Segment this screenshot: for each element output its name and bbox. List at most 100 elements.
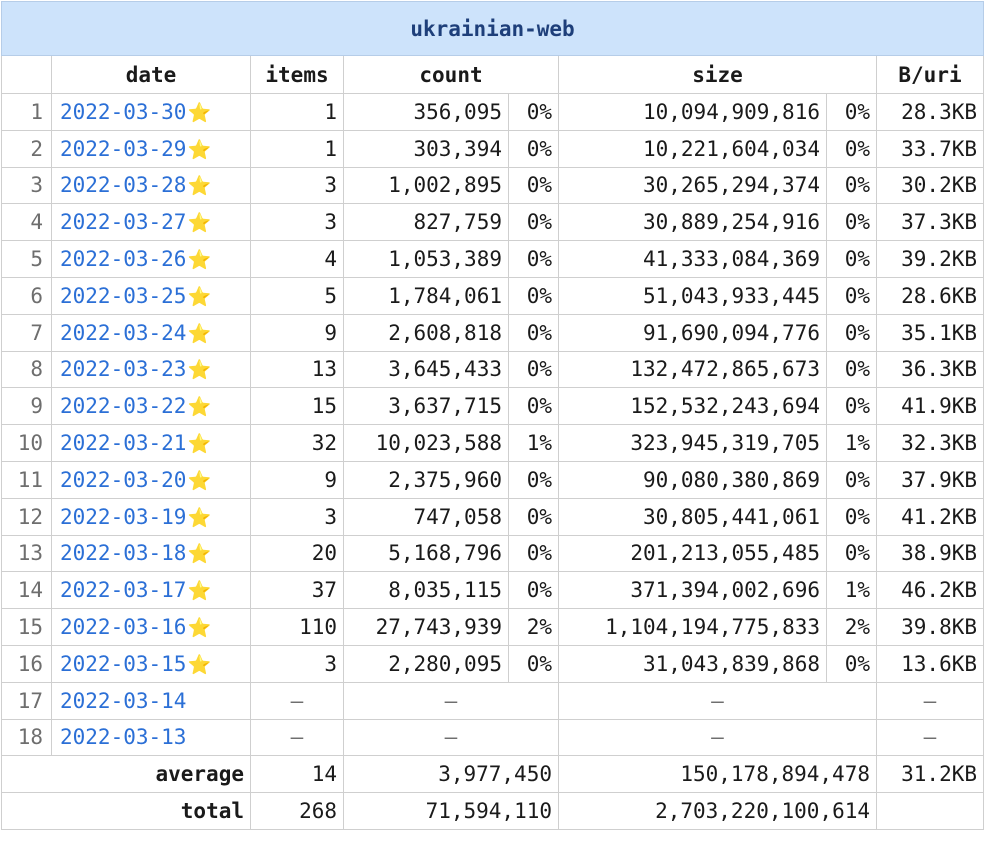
star-icon: ⭐ (187, 506, 212, 529)
row-bytes-per-uri: 13.6KB (876, 644, 984, 683)
date-link[interactable]: 2022-03-29 (60, 136, 187, 161)
column-header-count: count (343, 55, 559, 94)
row-size: 10,094,909,816 (558, 93, 827, 131)
column-header-size: size (558, 55, 877, 94)
row-items-empty: – (250, 681, 344, 720)
row-items: 110 (250, 608, 344, 646)
star-icon: ⭐ (187, 285, 212, 308)
column-header-date: date (51, 55, 251, 94)
date-link[interactable]: 2022-03-17 (60, 578, 187, 603)
row-count-percent: 0% (508, 276, 559, 315)
row-count: 3,637,715 (343, 387, 509, 426)
row-bytes-per-uri: 46.2KB (876, 571, 984, 610)
row-bytes-per-uri: 35.1KB (876, 313, 984, 352)
row-index: 15 (1, 608, 52, 646)
row-count: 10,023,588 (343, 424, 509, 462)
row-bytes-per-uri: 30.2KB (876, 166, 984, 205)
column-header-bytes-per-uri: B/uri (876, 55, 984, 94)
table-row: 1 2022-03-30⭐ 1 356,095 0% 10,094,909,816 0% 28… (1, 93, 984, 131)
total-size: 2,703,220,100,614 (558, 792, 877, 830)
row-items: 1 (250, 129, 344, 168)
row-size: 30,265,294,374 (558, 166, 827, 205)
row-size-percent: 0% (826, 350, 877, 389)
date-link[interactable]: 2022-03-15 (60, 651, 187, 676)
row-count-percent: 0% (508, 387, 559, 426)
row-bytes-per-uri: 33.7KB (876, 129, 984, 168)
row-items: 15 (250, 387, 344, 426)
row-items: 9 (250, 313, 344, 352)
row-date-cell: 2022-03-29⭐ (51, 129, 251, 168)
table-row: 14 2022-03-17⭐ 37 8,035,115 0% 371,394,002,69… (1, 571, 984, 610)
row-size-empty: – (558, 681, 877, 720)
table-row: 10 2022-03-21⭐ 32 10,023,588 1% 323,945,319,7… (1, 424, 984, 462)
table-body: 1 2022-03-30⭐ 1 356,095 0% 10,094,909,816 0% 28… (1, 93, 984, 757)
row-count-percent: 0% (508, 240, 559, 278)
row-bytes-per-uri: 32.3KB (876, 424, 984, 462)
date-link[interactable]: 2022-03-25 (60, 283, 187, 308)
row-bytes-per-uri-empty: – (876, 718, 984, 757)
row-count: 2,608,818 (343, 313, 509, 352)
star-icon: ⭐ (187, 543, 212, 566)
star-icon: ⭐ (187, 396, 212, 419)
row-count-percent: 0% (508, 203, 559, 242)
total-items: 268 (250, 792, 344, 830)
row-count: 2,280,095 (343, 644, 509, 683)
date-link[interactable]: 2022-03-22 (60, 394, 187, 419)
row-count: 5,168,796 (343, 534, 509, 573)
row-index: 2 (1, 129, 52, 168)
row-index: 16 (1, 644, 52, 683)
date-link[interactable]: 2022-03-21 (60, 431, 187, 456)
row-date-cell: 2022-03-14 (51, 681, 251, 720)
date-link[interactable]: 2022-03-19 (60, 504, 187, 529)
row-size-percent: 0% (826, 129, 877, 168)
average-count: 3,977,450 (343, 755, 559, 794)
row-size-percent: 0% (826, 497, 877, 536)
date-link[interactable]: 2022-03-30 (60, 99, 187, 124)
date-link[interactable]: 2022-03-27 (60, 210, 187, 235)
star-icon: ⭐ (187, 175, 212, 198)
table-row: 16 2022-03-15⭐ 3 2,280,095 0% 31,043,839,868 0… (1, 644, 984, 683)
row-size-percent: 0% (826, 276, 877, 315)
row-index: 18 (1, 718, 52, 757)
table-row: 3 2022-03-28⭐ 3 1,002,895 0% 30,265,294,374 0%… (1, 166, 984, 205)
row-date-cell: 2022-03-15⭐ (51, 644, 251, 683)
date-link[interactable]: 2022-03-14 (60, 688, 187, 713)
row-size: 132,472,865,673 (558, 350, 827, 389)
table-row: 2 2022-03-29⭐ 1 303,394 0% 10,221,604,034 0% 33… (1, 129, 984, 168)
row-count-empty: – (343, 718, 559, 757)
row-items: 37 (250, 571, 344, 610)
row-count: 8,035,115 (343, 571, 509, 610)
row-index: 10 (1, 424, 52, 462)
row-count: 2,375,960 (343, 460, 509, 499)
date-link[interactable]: 2022-03-24 (60, 320, 187, 345)
row-items: 32 (250, 424, 344, 462)
date-link[interactable]: 2022-03-20 (60, 467, 187, 492)
row-size-percent: 0% (826, 166, 877, 205)
row-count-percent: 0% (508, 166, 559, 205)
row-size-percent: 0% (826, 240, 877, 278)
row-size: 51,043,933,445 (558, 276, 827, 315)
date-link[interactable]: 2022-03-18 (60, 541, 187, 566)
table-row: 7 2022-03-24⭐ 9 2,608,818 0% 91,690,094,776 0%… (1, 313, 984, 352)
date-link[interactable]: 2022-03-26 (60, 247, 187, 272)
row-count: 827,759 (343, 203, 509, 242)
row-size: 323,945,319,705 (558, 424, 827, 462)
row-index: 9 (1, 387, 52, 426)
row-size: 201,213,055,485 (558, 534, 827, 573)
row-count-percent: 0% (508, 534, 559, 573)
date-link[interactable]: 2022-03-23 (60, 357, 187, 382)
stats-table: ukrainian-web date items count size B/ur… (1, 1, 984, 830)
row-count: 3,645,433 (343, 350, 509, 389)
date-link[interactable]: 2022-03-28 (60, 173, 187, 198)
average-size: 150,178,894,478 (558, 755, 877, 794)
table-row: 17 2022-03-14– – – – (1, 681, 984, 720)
row-bytes-per-uri: 38.9KB (876, 534, 984, 573)
date-link[interactable]: 2022-03-13 (60, 725, 187, 750)
date-link[interactable]: 2022-03-16 (60, 615, 187, 640)
row-date-cell: 2022-03-16⭐ (51, 608, 251, 646)
row-bytes-per-uri: 37.3KB (876, 203, 984, 242)
row-size: 91,690,094,776 (558, 313, 827, 352)
row-date-cell: 2022-03-22⭐ (51, 387, 251, 426)
average-row: average 14 3,977,450 150,178,894,478 31.… (1, 755, 984, 794)
table-row: 5 2022-03-26⭐ 4 1,053,389 0% 41,333,084,369 0%… (1, 240, 984, 278)
